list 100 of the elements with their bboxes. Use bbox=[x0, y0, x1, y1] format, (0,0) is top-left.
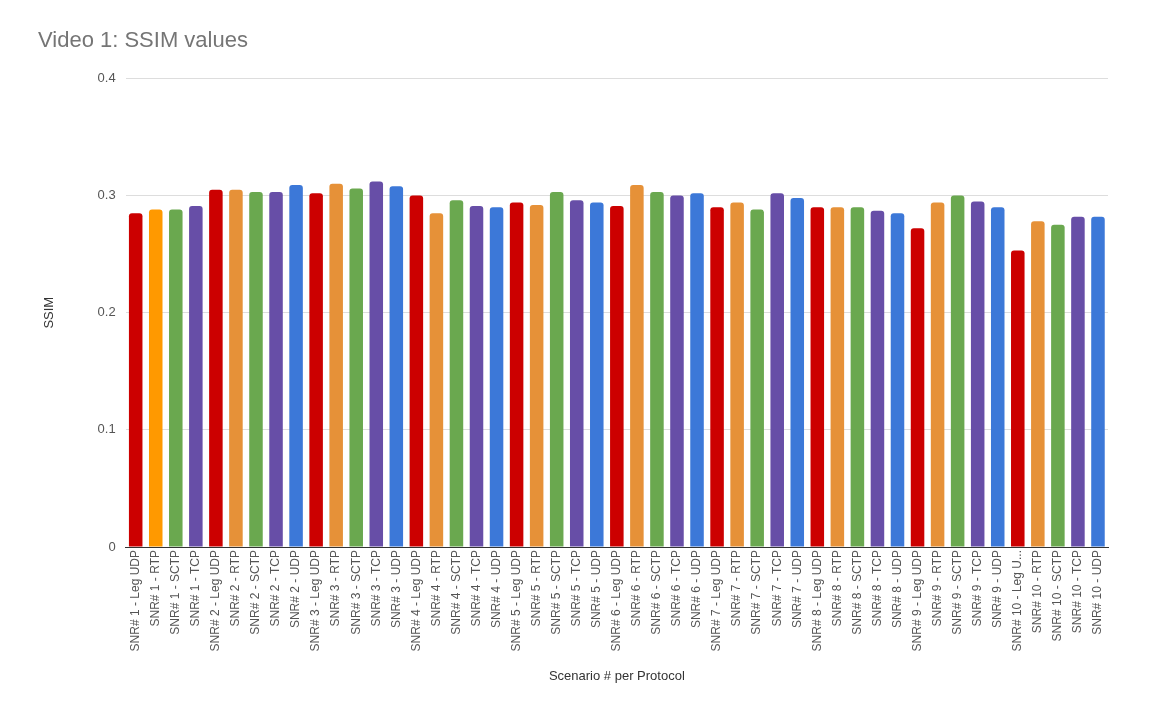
bar bbox=[1031, 221, 1045, 547]
bar bbox=[189, 206, 203, 547]
x-tick-label: SNR# 4 - TCP bbox=[468, 550, 483, 627]
x-tick-label: SNR# 9 - SCTP bbox=[949, 550, 964, 635]
y-tick-label: 0.3 bbox=[97, 187, 116, 203]
x-tick-label: SNR# 6 - UDP bbox=[689, 550, 704, 629]
bar bbox=[910, 228, 925, 547]
bar bbox=[730, 202, 744, 547]
bar bbox=[930, 202, 945, 547]
bar bbox=[710, 207, 724, 547]
bar bbox=[750, 209, 764, 547]
x-tick-label: SNR# 2 - SCTP bbox=[248, 550, 263, 635]
x-tick-label: SNR# 1 - RTP bbox=[148, 550, 163, 627]
x-tick-label: SNR# 8 - Leg UDP bbox=[809, 550, 824, 652]
x-axis-title: Scenario # per Protocol bbox=[548, 667, 685, 683]
y-tick-label: 0 bbox=[108, 538, 116, 554]
bar bbox=[950, 195, 965, 547]
x-tick-label: SNR# 9 - UDP bbox=[990, 550, 1005, 629]
x-tick-label: SNR# 2 - Leg UDP bbox=[208, 550, 223, 652]
bar bbox=[690, 193, 704, 547]
x-tick-label: SNR# 8 - UDP bbox=[889, 550, 904, 629]
x-tick-label: SNR# 7 - UDP bbox=[789, 550, 804, 629]
x-tick-label: SNR# 5 - Leg UDP bbox=[508, 550, 523, 652]
bar bbox=[610, 206, 624, 547]
x-tick-label: SNR# 8 - RTP bbox=[829, 550, 844, 627]
bar bbox=[509, 202, 524, 547]
bar bbox=[770, 193, 784, 547]
x-tick-label: SNR# 8 - SCTP bbox=[849, 550, 864, 635]
bar bbox=[870, 210, 885, 547]
x-tick-label: SNR# 5 - RTP bbox=[528, 550, 543, 627]
x-tick-label: SNR# 10 - UDP bbox=[1090, 550, 1105, 635]
x-tick-label: SNR# 7 - TCP bbox=[769, 550, 784, 627]
x-tick-label: SNR# 5 - UDP bbox=[589, 550, 604, 629]
bar bbox=[529, 204, 544, 547]
x-tick-label: SNR# 9 - TCP bbox=[970, 550, 984, 627]
bar bbox=[1051, 224, 1065, 547]
bar bbox=[429, 213, 444, 547]
x-tick-label: SNR# 5 - TCP bbox=[569, 550, 584, 627]
y-tick-label: 0.2 bbox=[97, 304, 116, 320]
x-tick-label: SNR# 1 - TCP bbox=[188, 550, 203, 627]
chart-title: Video 1: SSIM values bbox=[38, 27, 248, 53]
bar bbox=[569, 200, 584, 547]
bar bbox=[409, 195, 424, 547]
y-tick-label: 0.1 bbox=[97, 421, 116, 437]
bar bbox=[1091, 216, 1105, 547]
bar bbox=[970, 201, 985, 547]
x-tick-label: SNR# 6 - Leg UDP bbox=[609, 550, 624, 652]
x-tick-label: SNR# 2 - TCP bbox=[268, 550, 283, 627]
x-tick-label: SNR# 6 - RTP bbox=[629, 550, 644, 627]
bar bbox=[850, 207, 865, 547]
bar bbox=[1011, 250, 1025, 547]
bar bbox=[269, 192, 283, 547]
bar bbox=[469, 206, 484, 547]
bar bbox=[329, 183, 343, 547]
x-tick-label: SNR# 10 - RTP bbox=[1030, 550, 1045, 634]
bar bbox=[810, 207, 825, 547]
bar bbox=[389, 186, 404, 547]
x-tick-label: SNR# 3 - UDP bbox=[388, 550, 403, 629]
bar bbox=[148, 209, 163, 547]
bar bbox=[369, 181, 384, 547]
bar bbox=[289, 185, 303, 547]
x-tick-label: SNR# 9 - Leg UDP bbox=[909, 550, 924, 652]
x-tick-label: SNR# 1 - Leg UDP bbox=[128, 550, 143, 652]
bar bbox=[830, 207, 845, 547]
x-tick-label: SNR# 10 - Leg U... bbox=[1010, 550, 1025, 652]
x-tick-label: SNR# 6 - SCTP bbox=[649, 550, 664, 635]
x-tick-label: SNR# 5 - SCTP bbox=[549, 550, 564, 635]
x-tick-label: SNR# 10 - SCTP bbox=[1050, 550, 1065, 642]
x-tick-label: SNR# 10 - TCP bbox=[1070, 550, 1085, 634]
bar bbox=[128, 213, 143, 547]
bar bbox=[249, 192, 263, 547]
bar bbox=[890, 213, 905, 547]
x-tick-label: SNR# 7 - RTP bbox=[729, 550, 744, 627]
bar bbox=[590, 202, 604, 547]
x-tick-label: SNR# 4 - SCTP bbox=[448, 550, 463, 635]
bar bbox=[169, 209, 183, 547]
x-tick-label: SNR# 1 - SCTP bbox=[168, 550, 183, 635]
bar bbox=[790, 197, 805, 547]
x-tick-label: SNR# 4 - Leg UDP bbox=[408, 550, 423, 652]
x-tick-label: SNR# 8 - TCP bbox=[869, 550, 884, 627]
bar bbox=[1071, 216, 1085, 547]
x-tick-label: SNR# 3 - Leg UDP bbox=[308, 550, 323, 652]
bar bbox=[349, 188, 363, 547]
bar bbox=[449, 200, 464, 547]
x-tick-label: SNR# 9 - RTP bbox=[929, 550, 944, 627]
x-tick-label: SNR# 4 - UDP bbox=[488, 550, 503, 629]
x-tick-label: SNR# 3 - RTP bbox=[328, 550, 343, 627]
y-axis-title: SSIM bbox=[41, 296, 57, 329]
x-tick-label: SNR# 7 - SCTP bbox=[749, 550, 764, 635]
x-tick-label: SNR# 6 - TCP bbox=[669, 550, 684, 627]
bar bbox=[309, 193, 323, 547]
bar bbox=[549, 192, 564, 547]
x-tick-label: SNR# 3 - SCTP bbox=[348, 550, 363, 635]
bar bbox=[630, 185, 644, 547]
x-tick-label: SNR# 3 - TCP bbox=[368, 550, 383, 627]
bar bbox=[650, 192, 664, 547]
x-tick-label: SNR# 4 - RTP bbox=[428, 550, 443, 627]
x-tick-label: SNR# 2 - UDP bbox=[288, 550, 303, 629]
bar bbox=[229, 189, 243, 547]
bar bbox=[489, 207, 504, 547]
